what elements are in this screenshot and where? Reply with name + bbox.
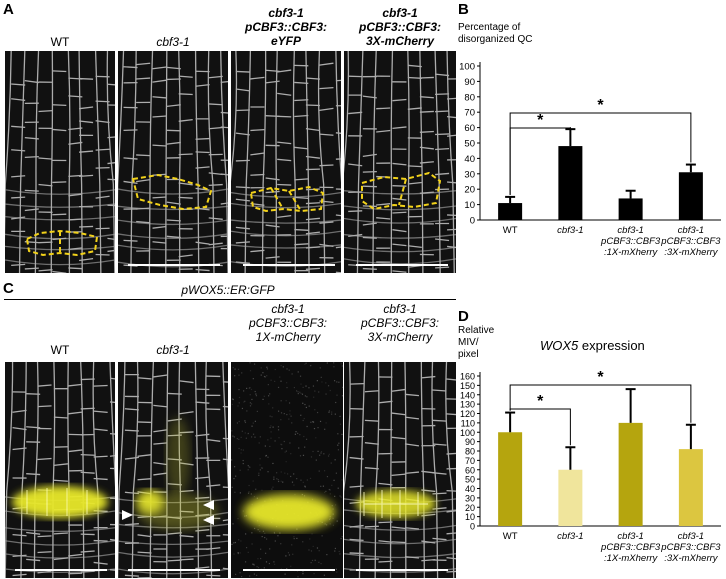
panel-c-header: pWOX5::ER:GFP [181, 283, 275, 297]
y-tick-label: 110 [461, 418, 475, 428]
y-tick-label: 30 [465, 493, 475, 503]
y-tick-label: 50 [465, 475, 475, 485]
panel-a-title-2: cbf3-1 [156, 35, 190, 49]
chart-d-title: WOX5 expression [540, 338, 645, 353]
chart-b-ylabel: Percentage of disorganized QC [458, 22, 533, 45]
chart-b: 0 10 20 30 40 50 60 70 80 90 100 WT cbf3-1 cbf3-1 pCBF… [459, 62, 721, 259]
scale-bar [128, 264, 220, 266]
bar [678, 449, 703, 526]
qc-outline [25, 229, 99, 257]
x-tick-label: cbf3-1 [557, 531, 583, 542]
qc-outline [361, 171, 442, 211]
bar [498, 203, 523, 220]
panel-label-b: B [458, 1, 469, 18]
qc-outline [249, 185, 325, 213]
panel-label-c: C [3, 280, 14, 297]
y-tick-label: 40 [465, 484, 475, 494]
y-tick-label: 90 [465, 437, 475, 447]
y-tick-label: 60 [465, 465, 475, 475]
y-tick-label: 20 [465, 503, 475, 513]
significance-star: * [537, 393, 544, 410]
gfp-signal [12, 486, 108, 518]
panel-c-title-3: cbf3-1 pCBF3::CBF3: 1X-mCherry [248, 302, 328, 344]
bar [558, 146, 583, 220]
micrograph-c-cbf3 [118, 362, 228, 578]
bar [618, 198, 643, 220]
panel-c-title-1: WT [50, 343, 70, 357]
y-tick-label: 70 [464, 108, 475, 119]
panel-c-header-rule [4, 299, 456, 300]
panel-label-a: A [3, 1, 14, 18]
micrograph-a-eyfp [231, 51, 341, 273]
micrograph-a-wt [5, 51, 115, 273]
x-tick-label: cbf3-1 [557, 225, 583, 236]
significance-star: * [537, 112, 544, 129]
y-tick-label: 20 [464, 185, 475, 196]
panel-label-d: D [458, 308, 469, 325]
panel-c-title-2: cbf3-1 [156, 343, 190, 357]
panel-a-title-1: WT [50, 35, 70, 49]
micrograph-c-1xmcherry [231, 362, 343, 578]
y-tick-label: 120 [460, 409, 475, 419]
scale-bar [243, 264, 335, 266]
panel-c-title-4: cbf3-1 pCBF3::CBF3: 3X-mCherry [360, 302, 440, 344]
y-tick-label: 80 [464, 92, 475, 103]
gfp-signal [243, 494, 335, 530]
scale-bar [128, 569, 220, 571]
micrograph-c-3xmcherry [344, 362, 456, 578]
panel-a-title-4: cbf3-1 pCBF3::CBF3: 3X-mCherry [359, 6, 441, 48]
chart-d-ylabel: Relative MIV/ pixel [458, 325, 495, 360]
significance-star: * [597, 97, 604, 114]
y-tick-label: 0 [470, 216, 475, 227]
micrograph-a-cbf3 [118, 51, 228, 273]
y-tick-label: 30 [464, 169, 475, 180]
bar [558, 469, 583, 526]
qc-outline [131, 173, 213, 211]
y-tick-label: 60 [464, 123, 475, 134]
y-tick-label: 10 [465, 512, 475, 522]
y-tick-label: 90 [464, 77, 475, 88]
y-tick-label: 50 [464, 139, 475, 150]
y-tick-label: 100 [459, 62, 475, 73]
bar [618, 422, 643, 526]
scale-bar [243, 569, 335, 571]
y-tick-label: 130 [460, 400, 475, 410]
y-tick-label: 70 [465, 456, 475, 466]
x-tick-label: cbf3-1 pCBF3::CBF3:1X-mXherry [600, 225, 661, 258]
y-tick-label: 0 [470, 522, 475, 532]
arrowhead-icon [203, 515, 214, 525]
y-tick-label: 10 [464, 200, 475, 211]
bar [498, 432, 523, 526]
x-tick-label: cbf3-1 pCBF3::CBF3:1X-mXherry [600, 531, 661, 564]
x-tick-label: cbf3-1 pCBF3::CBF3:3X-mXherry [660, 531, 721, 564]
y-tick-label: 150 [460, 381, 475, 391]
arrowhead-icon [203, 500, 214, 510]
y-tick-label: 100 [460, 428, 475, 438]
significance-bracket [509, 384, 692, 423]
scale-bar [356, 264, 448, 266]
panel-a-title-3: cbf3-1 pCBF3::CBF3: eYFP [245, 6, 327, 48]
y-tick-label: 40 [464, 154, 475, 165]
micrograph-a-3xmcherry [344, 51, 456, 273]
significance-star: * [597, 369, 604, 386]
x-tick-label: WT [503, 225, 518, 236]
micrograph-c-wt [5, 362, 115, 578]
x-tick-label: WT [503, 531, 518, 542]
scale-bar [15, 569, 107, 571]
bar [678, 172, 703, 220]
significance-bracket [509, 112, 692, 195]
chart-d: 0102030405060708090100110120130140150160… [460, 369, 721, 564]
y-tick-label: 160 [460, 372, 475, 382]
y-tick-label: 140 [460, 390, 475, 400]
y-tick-label: 80 [465, 447, 475, 457]
arrowhead-icon [122, 510, 133, 520]
x-tick-label: cbf3-1 pCBF3::CBF3:3X-mXherry [660, 225, 721, 258]
scale-bar [356, 569, 448, 571]
